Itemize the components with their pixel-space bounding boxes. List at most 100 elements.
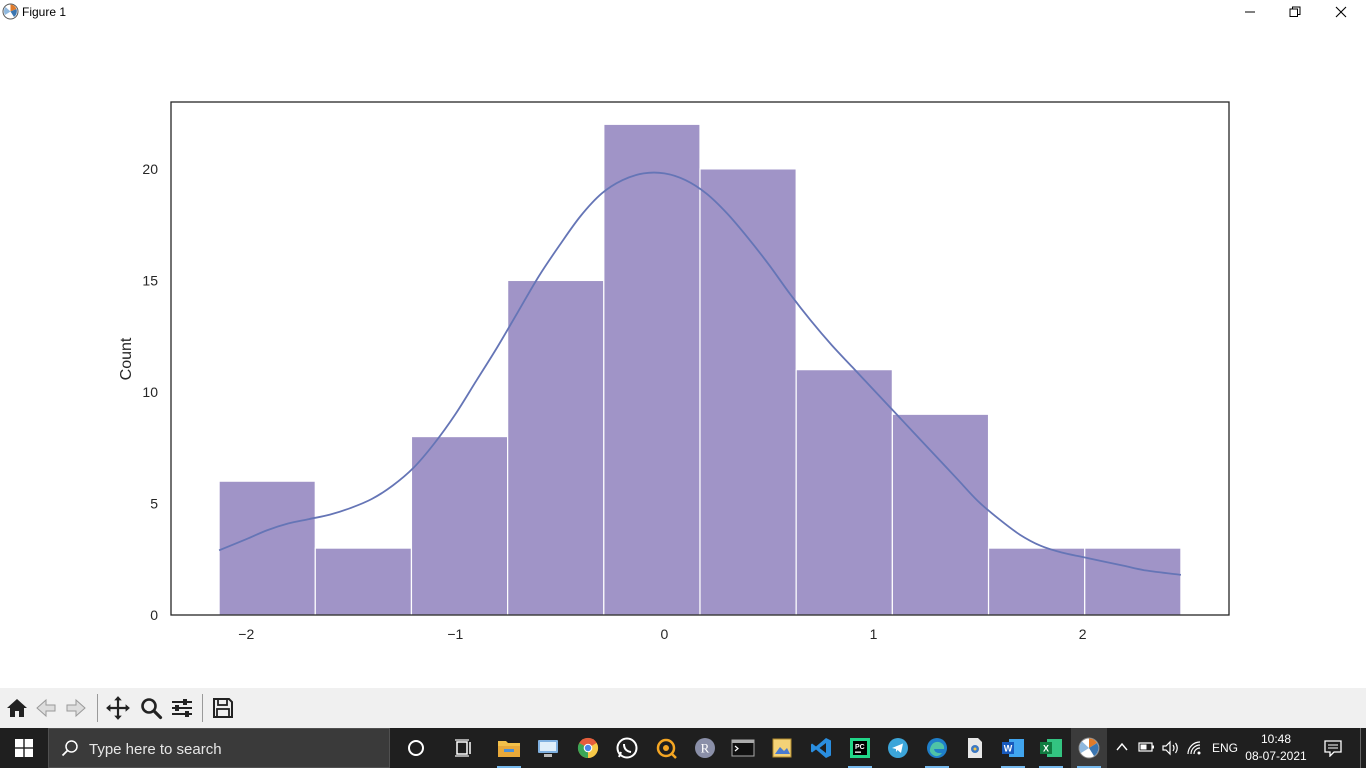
- language-indicator[interactable]: ENG: [1212, 741, 1239, 755]
- task-view-button[interactable]: [446, 728, 482, 768]
- show-desktop-button[interactable]: [1360, 728, 1361, 768]
- restore-button[interactable]: [1272, 0, 1318, 24]
- windows-logo-icon: [15, 739, 33, 757]
- clock[interactable]: 10:48 08-07-2021: [1240, 731, 1312, 765]
- forward-button[interactable]: [61, 692, 91, 724]
- zoom-button[interactable]: [136, 692, 166, 724]
- configure-subplots-button[interactable]: [167, 692, 197, 724]
- close-button[interactable]: [1318, 0, 1364, 24]
- volume-icon[interactable]: [1161, 740, 1181, 756]
- histogram-bar: [603, 123, 701, 616]
- terminal-button[interactable]: [725, 728, 761, 768]
- x-tick-label: 0: [661, 626, 669, 642]
- toolbar-separator: [202, 694, 203, 722]
- histogram-bar: [218, 480, 316, 616]
- pan-button[interactable]: [103, 692, 133, 724]
- orange-app-button[interactable]: [648, 728, 684, 768]
- svg-text:W: W: [1004, 744, 1013, 754]
- home-icon: [7, 699, 27, 717]
- figure-canvas[interactable]: −2 −1 0 1 2 0 5 10 15 20 Count: [0, 24, 1366, 688]
- back-button[interactable]: [31, 692, 61, 724]
- close-icon: [1335, 6, 1347, 18]
- network-app-button[interactable]: [530, 728, 566, 768]
- chevron-up-icon[interactable]: [1116, 742, 1128, 752]
- x-axis-ticks: −2 −1 0 1 2: [238, 626, 1086, 642]
- x-tick-label: 1: [870, 626, 878, 642]
- file-explorer-button[interactable]: [491, 728, 527, 768]
- histogram-bar: [795, 369, 893, 616]
- clock-date: 08-07-2021: [1245, 749, 1307, 763]
- clock-time: 10:48: [1260, 732, 1292, 746]
- excel-icon: X: [1040, 739, 1062, 757]
- axes-frame: [170, 101, 1230, 616]
- histogram-bar: [314, 547, 413, 616]
- pycharm-button[interactable]: PC: [842, 728, 878, 768]
- toolbar-separator: [97, 694, 98, 722]
- histogram-bar: [987, 547, 1086, 616]
- document-app-button[interactable]: [957, 728, 993, 768]
- search-placeholder: Type here to search: [89, 741, 222, 758]
- file-explorer-icon: [498, 741, 520, 757]
- edge-icon: [927, 738, 947, 758]
- chrome-button[interactable]: [570, 728, 606, 768]
- terminal-icon: [731, 739, 755, 757]
- r-app-button[interactable]: R: [687, 728, 723, 768]
- configure-subplots-icon: [172, 699, 192, 717]
- svg-text:PC: PC: [855, 744, 865, 751]
- x-tick-label: 2: [1079, 626, 1087, 642]
- restore-icon: [1289, 6, 1301, 17]
- bars-layer: [218, 123, 1182, 616]
- matplotlib-figure-button[interactable]: [1071, 728, 1107, 768]
- kde-curve: [218, 171, 1182, 576]
- x-tick-label: −1: [447, 626, 463, 642]
- orange-app-icon: [656, 738, 677, 759]
- minimize-button[interactable]: [1227, 0, 1273, 24]
- svg-text:X: X: [1043, 744, 1049, 754]
- histogram-bar: [699, 168, 797, 616]
- search-input[interactable]: Type here to search: [48, 728, 390, 768]
- search-icon: [61, 740, 78, 757]
- task-view-icon: [455, 739, 471, 757]
- zoom-icon: [141, 698, 163, 720]
- window-title: Figure 1: [22, 5, 67, 19]
- pan-icon: [106, 696, 130, 720]
- battery-icon[interactable]: [1138, 741, 1156, 753]
- start-button[interactable]: [0, 728, 48, 768]
- document-app-icon: [968, 738, 982, 758]
- histogram-chart: −2 −1 0 1 2 0 5 10 15 20 Count: [118, 101, 1230, 642]
- y-tick-label: 15: [142, 272, 158, 288]
- back-icon: [36, 698, 56, 718]
- cortana-button[interactable]: [398, 728, 434, 768]
- vscode-icon: [811, 738, 831, 758]
- notifications-icon[interactable]: [1324, 739, 1342, 757]
- save-button[interactable]: [208, 692, 238, 724]
- image-editor-button[interactable]: [764, 728, 800, 768]
- whatsapp-icon: [616, 737, 638, 759]
- title-bar: Figure 1: [0, 0, 1366, 24]
- word-button[interactable]: W: [995, 728, 1031, 768]
- excel-button[interactable]: X: [1033, 728, 1069, 768]
- network-app-icon: [538, 740, 558, 757]
- navigation-toolbar: [0, 688, 1366, 728]
- home-button[interactable]: [2, 692, 32, 724]
- pycharm-icon: PC: [850, 738, 870, 758]
- whatsapp-button[interactable]: [609, 728, 645, 768]
- histogram-bar: [410, 435, 509, 616]
- telegram-button[interactable]: [880, 728, 916, 768]
- histogram-bar: [891, 413, 990, 616]
- telegram-icon: [888, 738, 908, 758]
- minimize-icon: [1245, 11, 1255, 13]
- cortana-icon: [408, 740, 424, 756]
- histogram-bar: [1084, 547, 1182, 616]
- matplotlib-logo-icon: [2, 3, 19, 20]
- vscode-button[interactable]: [803, 728, 839, 768]
- y-tick-label: 5: [150, 495, 158, 511]
- y-axis-ticks: 0 5 10 15 20: [142, 161, 158, 623]
- y-tick-label: 10: [142, 384, 158, 400]
- chrome-icon: [577, 737, 599, 759]
- taskbar: Type here to search R PC W: [0, 728, 1366, 768]
- edge-button[interactable]: [919, 728, 955, 768]
- wifi-icon[interactable]: [1186, 740, 1204, 756]
- matplotlib-icon: [1078, 737, 1100, 759]
- word-icon: W: [1002, 739, 1024, 757]
